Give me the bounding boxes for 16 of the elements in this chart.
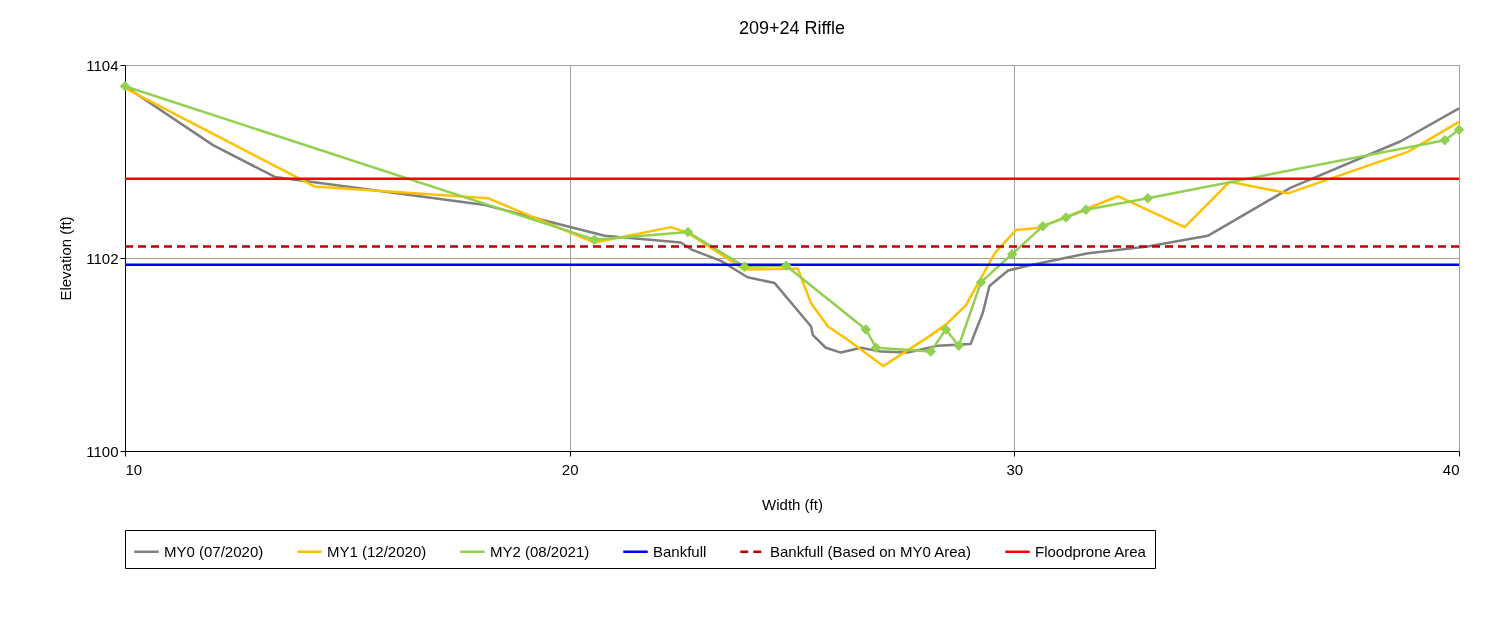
legend-label: Bankfull (Based on MY0 Area) — [770, 542, 971, 560]
legend-label: MY2 (08/2021) — [490, 542, 590, 560]
x-tick-label: 10 — [125, 460, 143, 478]
x-tick-label: 40 — [1442, 460, 1460, 478]
legend-label: MY0 (07/2020) — [164, 542, 264, 560]
legend-label: Floodprone Area — [1035, 542, 1147, 560]
chart-title: 209+24 Riffle — [738, 18, 846, 38]
legend-label: Bankfull — [653, 542, 707, 560]
y-tick-label: 1102 — [86, 249, 119, 267]
x-tick-label: 30 — [1006, 460, 1024, 478]
y-axis-title: Elevation (ft) — [57, 216, 75, 301]
x-axis-title: Width (ft) — [762, 495, 823, 513]
legend-label: MY1 (12/2020) — [327, 542, 427, 560]
y-tick-label: 1100 — [86, 442, 119, 460]
x-tick-label: 20 — [561, 460, 579, 478]
y-tick-label: 1104 — [86, 56, 119, 74]
